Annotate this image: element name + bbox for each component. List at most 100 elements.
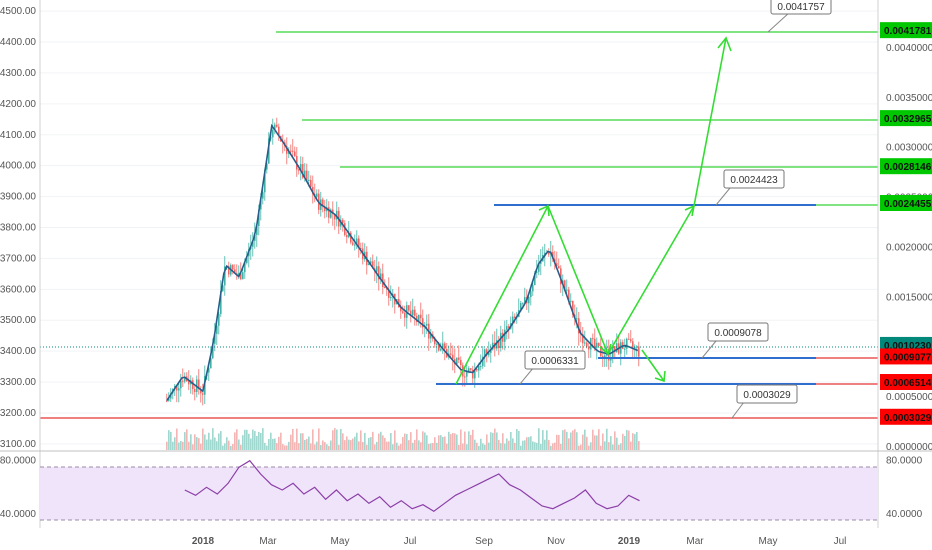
candle-body <box>298 169 300 171</box>
candle-body <box>334 213 336 220</box>
candle-body <box>568 289 570 302</box>
volume-bar <box>396 442 398 450</box>
volume-bar <box>590 442 592 450</box>
candle-body <box>268 138 270 164</box>
left-tick-label: 3700.00 <box>0 253 36 264</box>
volume-bar <box>312 429 314 450</box>
volume-bar <box>174 437 176 450</box>
left-tick-label: 3200.00 <box>0 408 36 419</box>
candle-body <box>232 265 234 270</box>
volume-bar <box>258 431 260 450</box>
volume-bar <box>560 443 562 450</box>
volume-bar <box>510 431 512 450</box>
callout-leader <box>767 11 791 33</box>
volume-bar <box>342 433 344 450</box>
volume-bar <box>594 435 596 450</box>
candle-body <box>440 348 442 351</box>
callout-leader <box>715 187 731 206</box>
volume-bar <box>172 441 174 450</box>
candle-body <box>182 380 184 382</box>
candle-body <box>536 271 538 273</box>
right-tick-label: 0.0020000 <box>886 242 932 253</box>
volume-bar <box>274 438 276 450</box>
candle-body <box>414 309 416 316</box>
volume-bar <box>184 432 186 450</box>
volume-bar <box>276 443 278 450</box>
x-axis-label: Jul <box>404 536 417 547</box>
volume-bar <box>614 431 616 450</box>
volume-bar <box>472 429 474 450</box>
volume-bar <box>372 431 374 450</box>
candle-body <box>484 349 486 357</box>
price-tag-box <box>880 348 932 365</box>
volume-bar <box>414 439 416 450</box>
x-axis-label: Mar <box>259 536 277 547</box>
volume-bar <box>602 433 604 450</box>
volume-bar <box>596 435 598 450</box>
volume-bar <box>578 445 580 450</box>
rsi-line <box>184 459 640 513</box>
volume-bar <box>516 429 518 450</box>
volume-bar <box>624 435 626 450</box>
right-tick-label: 0.0005000 <box>886 392 932 403</box>
candle-body <box>408 305 410 311</box>
candle-body <box>614 345 616 353</box>
candle-body <box>384 287 386 289</box>
volume-bar <box>508 440 510 450</box>
volume-bar <box>592 429 594 450</box>
volume-bar <box>288 441 290 450</box>
volume-bar <box>298 443 300 450</box>
candle-body <box>456 357 458 365</box>
volume-bar <box>418 440 420 450</box>
candle-body <box>354 244 356 246</box>
arrow-head-bottom <box>599 343 612 356</box>
projection-path-down <box>641 349 665 382</box>
x-axis-label: Nov <box>547 536 565 547</box>
candle-body <box>578 318 580 334</box>
candle-body <box>524 297 526 303</box>
volume-bar <box>604 441 606 450</box>
volume-bar <box>306 438 308 450</box>
candle-body <box>348 232 350 238</box>
callout-leader <box>731 401 745 419</box>
candle-body <box>572 300 574 315</box>
rsi-right-tick: 80.0000 <box>886 456 923 467</box>
candle-body <box>244 262 246 273</box>
candle-body <box>460 359 462 366</box>
volume-bar <box>496 432 498 450</box>
volume-bar <box>424 432 426 450</box>
right-tick-label: 0.0000000 <box>886 442 932 453</box>
volume-bar <box>430 443 432 450</box>
volume-bar <box>360 430 362 450</box>
x-axis-label: Mar <box>686 536 704 547</box>
volume-bar <box>554 442 556 450</box>
candle-body <box>464 376 466 378</box>
volume-bar <box>404 433 406 450</box>
candle-body <box>276 124 278 127</box>
right-price-tags: 0.0041781 0.0032965 0.0028146 0.0024455 0.00… <box>880 22 932 425</box>
volume-bar <box>364 432 366 450</box>
volume-bar <box>234 432 236 450</box>
volume-bar <box>460 429 462 450</box>
candle-body <box>168 398 170 401</box>
candle-body <box>342 219 344 224</box>
candle-body <box>418 314 420 322</box>
candle-body <box>564 280 566 291</box>
candle-body <box>520 303 522 310</box>
volume-bar <box>556 434 558 450</box>
candle-body <box>636 346 638 348</box>
volume-bar <box>248 433 250 450</box>
volume-bar <box>480 438 482 450</box>
volume-bar <box>328 445 330 450</box>
candle-body <box>382 273 384 288</box>
candle-body <box>430 334 432 339</box>
volume-bar <box>284 445 286 450</box>
volume-bar <box>292 428 294 450</box>
candle-body <box>602 355 604 358</box>
volume-bar <box>562 430 564 450</box>
candle-body <box>604 355 606 358</box>
volume-bar <box>200 443 202 450</box>
price-tag-label: 0.0009077 <box>884 352 932 363</box>
candle-body <box>228 266 230 275</box>
candle-body <box>214 333 216 344</box>
